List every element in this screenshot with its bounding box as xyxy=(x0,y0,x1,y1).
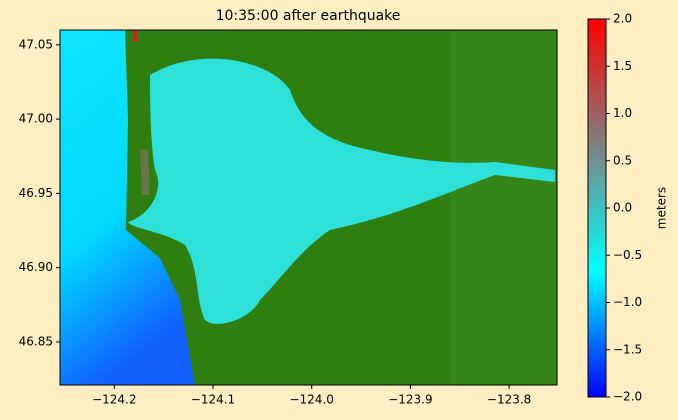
y-tick-label: 47.00 xyxy=(19,112,53,126)
colorbar-tick-label: 0.0 xyxy=(613,201,632,215)
x-tick-label: −124.2 xyxy=(92,393,136,407)
high-water xyxy=(133,30,137,42)
x-tick-label: −124.0 xyxy=(289,393,333,407)
colorbar-label: meters xyxy=(655,187,669,229)
ocean xyxy=(60,30,195,385)
colorbar-tick-label: −1.5 xyxy=(613,342,642,356)
y-tick-label: 46.85 xyxy=(19,334,53,348)
map-image xyxy=(60,30,557,385)
y-tick-label: 46.90 xyxy=(19,260,53,274)
colorbar-tick-label: −2.0 xyxy=(613,390,642,404)
colorbar-tick-label: 0.5 xyxy=(613,153,632,167)
x-tick-label: −123.9 xyxy=(388,393,432,407)
axes-frame xyxy=(59,29,558,386)
colorbar xyxy=(587,18,607,398)
chart-title: 10:35:00 after earthquake xyxy=(216,8,401,24)
colorbar-tick-label: −1.0 xyxy=(613,295,642,309)
x-tick-label: −124.1 xyxy=(191,393,235,407)
y-tick-label: 46.95 xyxy=(19,186,53,200)
spit xyxy=(140,150,150,195)
land-shade xyxy=(450,30,557,385)
x-tick-label: −123.8 xyxy=(487,393,531,407)
colorbar-tick-label: 1.0 xyxy=(613,106,632,120)
colorbar-tick-label: 1.5 xyxy=(613,59,632,73)
colorbar-tick-label: −0.5 xyxy=(613,248,642,262)
bay-water xyxy=(128,58,555,324)
y-tick-label: 47.05 xyxy=(19,37,53,51)
colorbar-tick-label: 2.0 xyxy=(613,12,632,26)
